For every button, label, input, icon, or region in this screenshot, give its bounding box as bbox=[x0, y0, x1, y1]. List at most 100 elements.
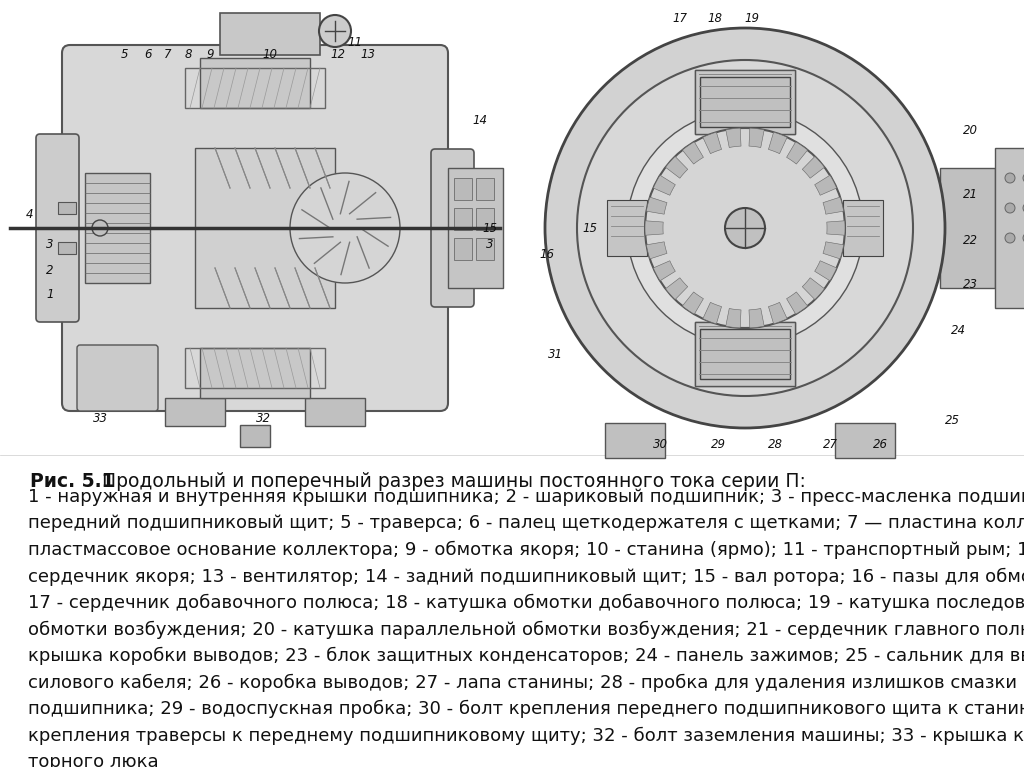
Text: 22: 22 bbox=[963, 233, 978, 246]
Text: 20: 20 bbox=[963, 123, 978, 137]
Wedge shape bbox=[702, 132, 722, 153]
Wedge shape bbox=[749, 308, 764, 328]
Text: 26: 26 bbox=[872, 439, 888, 452]
Wedge shape bbox=[682, 142, 703, 164]
Bar bbox=[605, 423, 665, 458]
Wedge shape bbox=[666, 156, 688, 178]
Text: 31: 31 bbox=[548, 348, 562, 361]
Text: Рис. 5.1: Рис. 5.1 bbox=[30, 472, 115, 491]
Wedge shape bbox=[653, 175, 676, 196]
Bar bbox=[695, 70, 795, 134]
Text: 7: 7 bbox=[164, 48, 172, 61]
Circle shape bbox=[1005, 233, 1015, 243]
Text: 10: 10 bbox=[262, 48, 278, 61]
Bar bbox=[185, 348, 325, 388]
Circle shape bbox=[92, 220, 108, 236]
Circle shape bbox=[1005, 173, 1015, 183]
Text: Продольный и поперечный разрез машины постоянного тока серии П:: Продольный и поперечный разрез машины по… bbox=[96, 472, 806, 491]
Bar bbox=[605, 168, 660, 288]
Wedge shape bbox=[815, 261, 837, 281]
Wedge shape bbox=[645, 221, 664, 235]
Wedge shape bbox=[726, 308, 741, 328]
Circle shape bbox=[545, 28, 945, 428]
Text: 23: 23 bbox=[963, 278, 978, 291]
Text: передний подшипниковый щит; 5 - траверса; 6 - палец щеткодержателя с щетками; 7 : передний подшипниковый щит; 5 - траверса… bbox=[28, 515, 1024, 532]
Wedge shape bbox=[646, 242, 667, 259]
Bar bbox=[240, 425, 270, 447]
Wedge shape bbox=[702, 302, 722, 324]
Text: крышка коробки выводов; 23 - блок защитных конденсаторов; 24 - панель зажимов; 2: крышка коробки выводов; 23 - блок защитн… bbox=[28, 647, 1024, 665]
Bar bbox=[195, 148, 335, 308]
Bar bbox=[454, 238, 472, 260]
Text: силового кабеля; 26 - коробка выводов; 27 - лапа станины; 28 - пробка для удален: силового кабеля; 26 - коробка выводов; 2… bbox=[28, 673, 1017, 692]
Text: 17 - сердечник добавочного полюса; 18 - катушка обмотки добавочного полюса; 19 -: 17 - сердечник добавочного полюса; 18 - … bbox=[28, 594, 1024, 612]
Bar bbox=[200, 58, 310, 108]
Wedge shape bbox=[768, 132, 787, 153]
Text: подшипника; 29 - водоспускная пробка; 30 - болт крепления переднего подшипниково: подшипника; 29 - водоспускная пробка; 30… bbox=[28, 700, 1024, 718]
Text: 8: 8 bbox=[184, 48, 191, 61]
Text: 15: 15 bbox=[583, 222, 597, 235]
Text: 3: 3 bbox=[46, 239, 53, 252]
FancyBboxPatch shape bbox=[77, 345, 158, 411]
Text: 9: 9 bbox=[206, 48, 214, 61]
Wedge shape bbox=[682, 292, 703, 314]
Text: пластмассовое основание коллектора; 9 - обмотка якоря; 10 - станина (ярмо); 11 -: пластмассовое основание коллектора; 9 - … bbox=[28, 541, 1024, 559]
Text: 1: 1 bbox=[46, 288, 53, 301]
Text: 11: 11 bbox=[347, 35, 362, 48]
Wedge shape bbox=[653, 261, 676, 281]
Bar bbox=[305, 398, 365, 426]
Text: 18: 18 bbox=[708, 12, 723, 25]
Wedge shape bbox=[826, 221, 845, 235]
Circle shape bbox=[1005, 203, 1015, 213]
Text: обмотки возбуждения; 20 - катушка параллельной обмотки возбуждения; 21 - сердечн: обмотки возбуждения; 20 - катушка паралл… bbox=[28, 621, 1024, 639]
Circle shape bbox=[290, 173, 400, 283]
Bar bbox=[58, 202, 76, 214]
Text: 28: 28 bbox=[768, 439, 782, 452]
Wedge shape bbox=[726, 128, 741, 147]
Text: 17: 17 bbox=[673, 12, 687, 25]
Bar bbox=[843, 200, 883, 256]
Bar bbox=[454, 178, 472, 200]
Wedge shape bbox=[786, 292, 808, 314]
Text: 1 - наружная и внутренняя крышки подшипника; 2 - шариковый подшипник; 3 - пресс-: 1 - наружная и внутренняя крышки подшипн… bbox=[28, 488, 1024, 506]
Bar bbox=[185, 68, 325, 108]
Bar bbox=[995, 148, 1024, 308]
Text: крепления траверсы к переднему подшипниковому щиту; 32 - болт заземления машины;: крепления траверсы к переднему подшипник… bbox=[28, 726, 1024, 745]
Wedge shape bbox=[749, 128, 764, 147]
Text: 21: 21 bbox=[963, 189, 978, 202]
Wedge shape bbox=[786, 142, 808, 164]
Wedge shape bbox=[815, 175, 837, 196]
Bar bbox=[695, 70, 795, 134]
Bar bbox=[607, 200, 647, 256]
Circle shape bbox=[645, 128, 845, 328]
Text: 29: 29 bbox=[711, 439, 725, 452]
Wedge shape bbox=[646, 197, 667, 214]
Bar bbox=[835, 423, 895, 458]
FancyBboxPatch shape bbox=[62, 45, 449, 411]
Bar bbox=[220, 13, 319, 55]
Bar bbox=[940, 168, 995, 288]
Bar bbox=[454, 208, 472, 230]
Bar bbox=[476, 208, 494, 230]
Bar bbox=[449, 168, 503, 288]
Bar bbox=[476, 238, 494, 260]
Text: 25: 25 bbox=[944, 413, 959, 426]
Bar bbox=[58, 242, 76, 254]
Bar bbox=[200, 348, 310, 398]
Wedge shape bbox=[802, 156, 824, 178]
Circle shape bbox=[577, 60, 913, 396]
Text: 30: 30 bbox=[652, 439, 668, 452]
Bar bbox=[85, 173, 150, 283]
Bar bbox=[0, 0, 1024, 455]
Text: 5: 5 bbox=[121, 48, 129, 61]
Text: 33: 33 bbox=[92, 412, 108, 424]
Text: 4: 4 bbox=[27, 209, 34, 222]
Circle shape bbox=[319, 15, 351, 47]
Bar bbox=[695, 322, 795, 386]
Text: торного люка: торного люка bbox=[28, 753, 159, 767]
FancyBboxPatch shape bbox=[431, 149, 474, 307]
Wedge shape bbox=[666, 278, 688, 300]
Text: 15: 15 bbox=[482, 222, 498, 235]
Text: 19: 19 bbox=[744, 12, 760, 25]
Text: 6: 6 bbox=[144, 48, 152, 61]
